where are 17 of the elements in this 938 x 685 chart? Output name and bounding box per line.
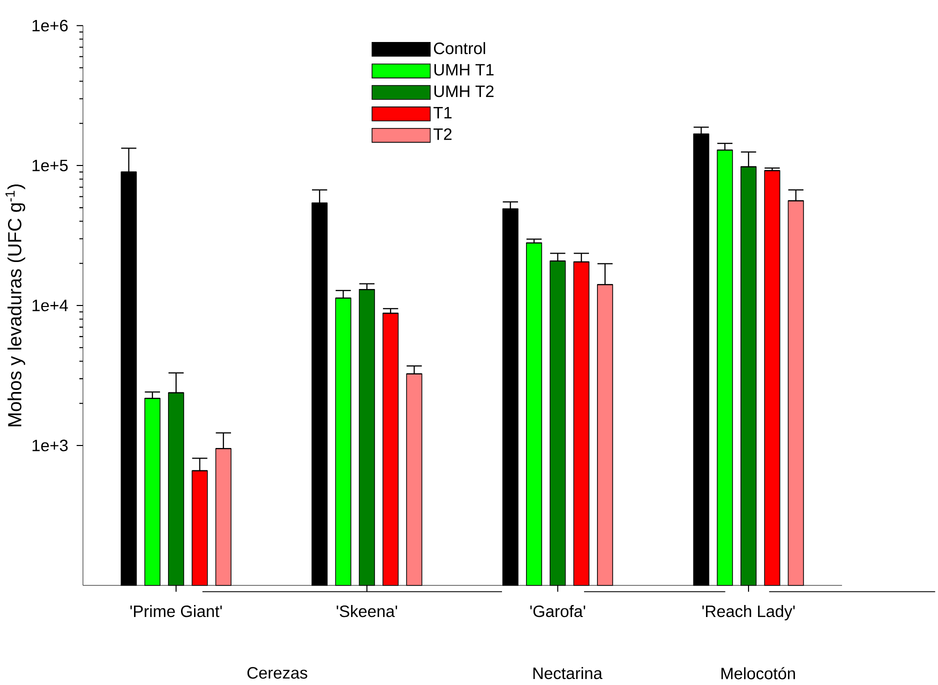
y-tick-label: 1e+4: [32, 300, 68, 312]
legend-label: T1: [434, 107, 452, 118]
legend-label: T2: [434, 128, 452, 140]
y-tick-label: 1e+3: [32, 440, 68, 452]
legend-label: UMH T2: [434, 86, 494, 98]
legend-label: Control: [434, 42, 486, 54]
y-tick-label: 1e+5: [32, 160, 68, 172]
y-tick-label: 1e+6: [32, 20, 68, 32]
legend-label: UMH T1: [434, 64, 494, 76]
text: Nectarina: [533, 667, 602, 680]
text: Cerezas: [247, 667, 308, 679]
x-tick-label: 'Skeena': [336, 605, 398, 618]
x-tick-label: 'Reach Lady': [702, 605, 795, 620]
y-axis-title: Mohos y levaduras (UFC g$^{-1}$): [6, 184, 26, 426]
x-tick-label: 'Garofa': [530, 605, 586, 618]
text: Melocotón: [721, 667, 795, 680]
x-tick-label: 'Prime Giant': [130, 605, 222, 618]
